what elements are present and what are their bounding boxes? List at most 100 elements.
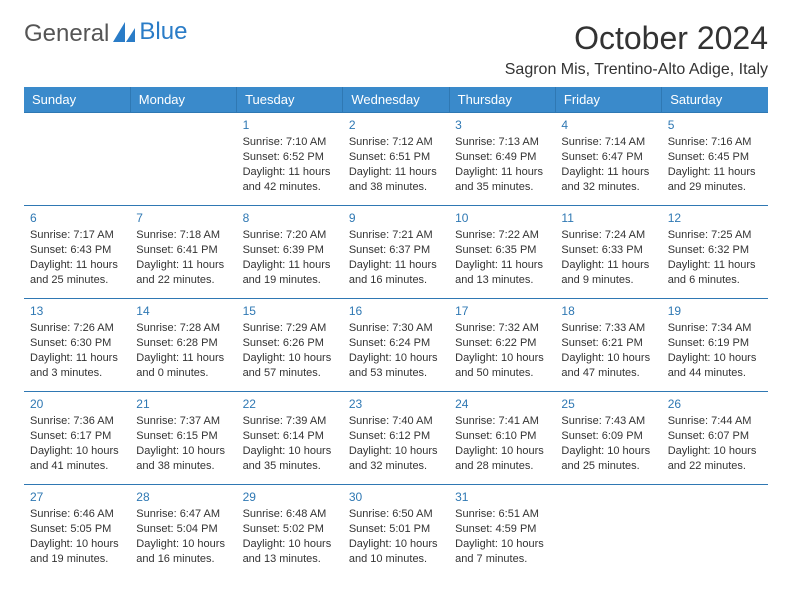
daylight-text: Daylight: 10 hours xyxy=(349,351,443,366)
day-number: 18 xyxy=(561,303,655,319)
day-number: 2 xyxy=(349,117,443,133)
sunset-text: Sunset: 6:32 PM xyxy=(668,243,762,258)
day-number: 27 xyxy=(30,489,124,505)
day-number: 16 xyxy=(349,303,443,319)
sunrise-text: Sunrise: 7:44 AM xyxy=(668,414,762,429)
daylight-text: and 22 minutes. xyxy=(668,459,762,474)
calendar-day-cell: 21Sunrise: 7:37 AMSunset: 6:15 PMDayligh… xyxy=(130,392,236,485)
daylight-text: and 35 minutes. xyxy=(243,459,337,474)
calendar-week-row: 27Sunrise: 6:46 AMSunset: 5:05 PMDayligh… xyxy=(24,485,768,578)
daylight-text: Daylight: 11 hours xyxy=(243,258,337,273)
day-number: 22 xyxy=(243,396,337,412)
calendar-empty-cell xyxy=(555,485,661,578)
sunset-text: Sunset: 6:14 PM xyxy=(243,429,337,444)
day-number: 4 xyxy=(561,117,655,133)
daylight-text: and 6 minutes. xyxy=(668,273,762,288)
daylight-text: and 50 minutes. xyxy=(455,366,549,381)
calendar-day-cell: 20Sunrise: 7:36 AMSunset: 6:17 PMDayligh… xyxy=(24,392,130,485)
calendar-day-cell: 25Sunrise: 7:43 AMSunset: 6:09 PMDayligh… xyxy=(555,392,661,485)
sunrise-text: Sunrise: 7:41 AM xyxy=(455,414,549,429)
weekday-header: Wednesday xyxy=(343,87,449,113)
calendar-day-cell: 18Sunrise: 7:33 AMSunset: 6:21 PMDayligh… xyxy=(555,299,661,392)
calendar-day-cell: 5Sunrise: 7:16 AMSunset: 6:45 PMDaylight… xyxy=(662,113,768,206)
day-number: 31 xyxy=(455,489,549,505)
calendar-day-cell: 3Sunrise: 7:13 AMSunset: 6:49 PMDaylight… xyxy=(449,113,555,206)
page-subtitle: Sagron Mis, Trentino-Alto Adige, Italy xyxy=(505,61,768,79)
calendar-day-cell: 2Sunrise: 7:12 AMSunset: 6:51 PMDaylight… xyxy=(343,113,449,206)
daylight-text: Daylight: 11 hours xyxy=(136,258,230,273)
daylight-text: Daylight: 11 hours xyxy=(455,165,549,180)
calendar-day-cell: 13Sunrise: 7:26 AMSunset: 6:30 PMDayligh… xyxy=(24,299,130,392)
daylight-text: and 22 minutes. xyxy=(136,273,230,288)
day-number: 30 xyxy=(349,489,443,505)
weekday-header-row: Sunday Monday Tuesday Wednesday Thursday… xyxy=(24,87,768,113)
sunrise-text: Sunrise: 7:33 AM xyxy=(561,321,655,336)
sunrise-text: Sunrise: 6:48 AM xyxy=(243,507,337,522)
day-number: 9 xyxy=(349,210,443,226)
sunset-text: Sunset: 5:02 PM xyxy=(243,522,337,537)
day-number: 12 xyxy=(668,210,762,226)
sunrise-text: Sunrise: 7:28 AM xyxy=(136,321,230,336)
sunset-text: Sunset: 6:39 PM xyxy=(243,243,337,258)
sunrise-text: Sunrise: 7:40 AM xyxy=(349,414,443,429)
day-number: 29 xyxy=(243,489,337,505)
daylight-text: Daylight: 10 hours xyxy=(136,537,230,552)
daylight-text: and 41 minutes. xyxy=(30,459,124,474)
sunset-text: Sunset: 6:17 PM xyxy=(30,429,124,444)
calendar-day-cell: 16Sunrise: 7:30 AMSunset: 6:24 PMDayligh… xyxy=(343,299,449,392)
sunset-text: Sunset: 5:01 PM xyxy=(349,522,443,537)
sunrise-text: Sunrise: 7:25 AM xyxy=(668,228,762,243)
daylight-text: Daylight: 10 hours xyxy=(668,351,762,366)
daylight-text: and 19 minutes. xyxy=(30,552,124,567)
calendar-week-row: 6Sunrise: 7:17 AMSunset: 6:43 PMDaylight… xyxy=(24,206,768,299)
sunrise-text: Sunrise: 7:30 AM xyxy=(349,321,443,336)
sunrise-text: Sunrise: 7:14 AM xyxy=(561,135,655,150)
weekday-header: Saturday xyxy=(662,87,768,113)
daylight-text: Daylight: 11 hours xyxy=(30,258,124,273)
calendar-day-cell: 12Sunrise: 7:25 AMSunset: 6:32 PMDayligh… xyxy=(662,206,768,299)
daylight-text: and 7 minutes. xyxy=(455,552,549,567)
day-number: 5 xyxy=(668,117,762,133)
daylight-text: and 32 minutes. xyxy=(349,459,443,474)
calendar-day-cell: 26Sunrise: 7:44 AMSunset: 6:07 PMDayligh… xyxy=(662,392,768,485)
daylight-text: Daylight: 10 hours xyxy=(136,444,230,459)
day-number: 25 xyxy=(561,396,655,412)
daylight-text: and 44 minutes. xyxy=(668,366,762,381)
daylight-text: Daylight: 11 hours xyxy=(455,258,549,273)
calendar-table: Sunday Monday Tuesday Wednesday Thursday… xyxy=(24,87,768,577)
sunrise-text: Sunrise: 7:20 AM xyxy=(243,228,337,243)
daylight-text: Daylight: 11 hours xyxy=(349,165,443,180)
sunset-text: Sunset: 6:12 PM xyxy=(349,429,443,444)
brand-text-1: General xyxy=(24,20,109,48)
weekday-header: Monday xyxy=(130,87,236,113)
sunset-text: Sunset: 6:52 PM xyxy=(243,150,337,165)
daylight-text: and 16 minutes. xyxy=(136,552,230,567)
daylight-text: and 25 minutes. xyxy=(561,459,655,474)
day-number: 7 xyxy=(136,210,230,226)
sunrise-text: Sunrise: 7:12 AM xyxy=(349,135,443,150)
daylight-text: and 29 minutes. xyxy=(668,180,762,195)
daylight-text: Daylight: 11 hours xyxy=(561,165,655,180)
sunset-text: Sunset: 6:45 PM xyxy=(668,150,762,165)
daylight-text: Daylight: 11 hours xyxy=(243,165,337,180)
calendar-day-cell: 30Sunrise: 6:50 AMSunset: 5:01 PMDayligh… xyxy=(343,485,449,578)
day-number: 3 xyxy=(455,117,549,133)
sunset-text: Sunset: 6:37 PM xyxy=(349,243,443,258)
sunrise-text: Sunrise: 7:43 AM xyxy=(561,414,655,429)
daylight-text: and 13 minutes. xyxy=(243,552,337,567)
calendar-day-cell: 19Sunrise: 7:34 AMSunset: 6:19 PMDayligh… xyxy=(662,299,768,392)
calendar-day-cell: 22Sunrise: 7:39 AMSunset: 6:14 PMDayligh… xyxy=(237,392,343,485)
daylight-text: Daylight: 10 hours xyxy=(561,351,655,366)
daylight-text: and 42 minutes. xyxy=(243,180,337,195)
sunrise-text: Sunrise: 7:10 AM xyxy=(243,135,337,150)
day-number: 11 xyxy=(561,210,655,226)
daylight-text: and 35 minutes. xyxy=(455,180,549,195)
daylight-text: and 47 minutes. xyxy=(561,366,655,381)
daylight-text: Daylight: 11 hours xyxy=(561,258,655,273)
calendar-day-cell: 23Sunrise: 7:40 AMSunset: 6:12 PMDayligh… xyxy=(343,392,449,485)
daylight-text: Daylight: 10 hours xyxy=(30,537,124,552)
daylight-text: and 3 minutes. xyxy=(30,366,124,381)
calendar-day-cell: 31Sunrise: 6:51 AMSunset: 4:59 PMDayligh… xyxy=(449,485,555,578)
sunset-text: Sunset: 6:30 PM xyxy=(30,336,124,351)
calendar-empty-cell xyxy=(130,113,236,206)
